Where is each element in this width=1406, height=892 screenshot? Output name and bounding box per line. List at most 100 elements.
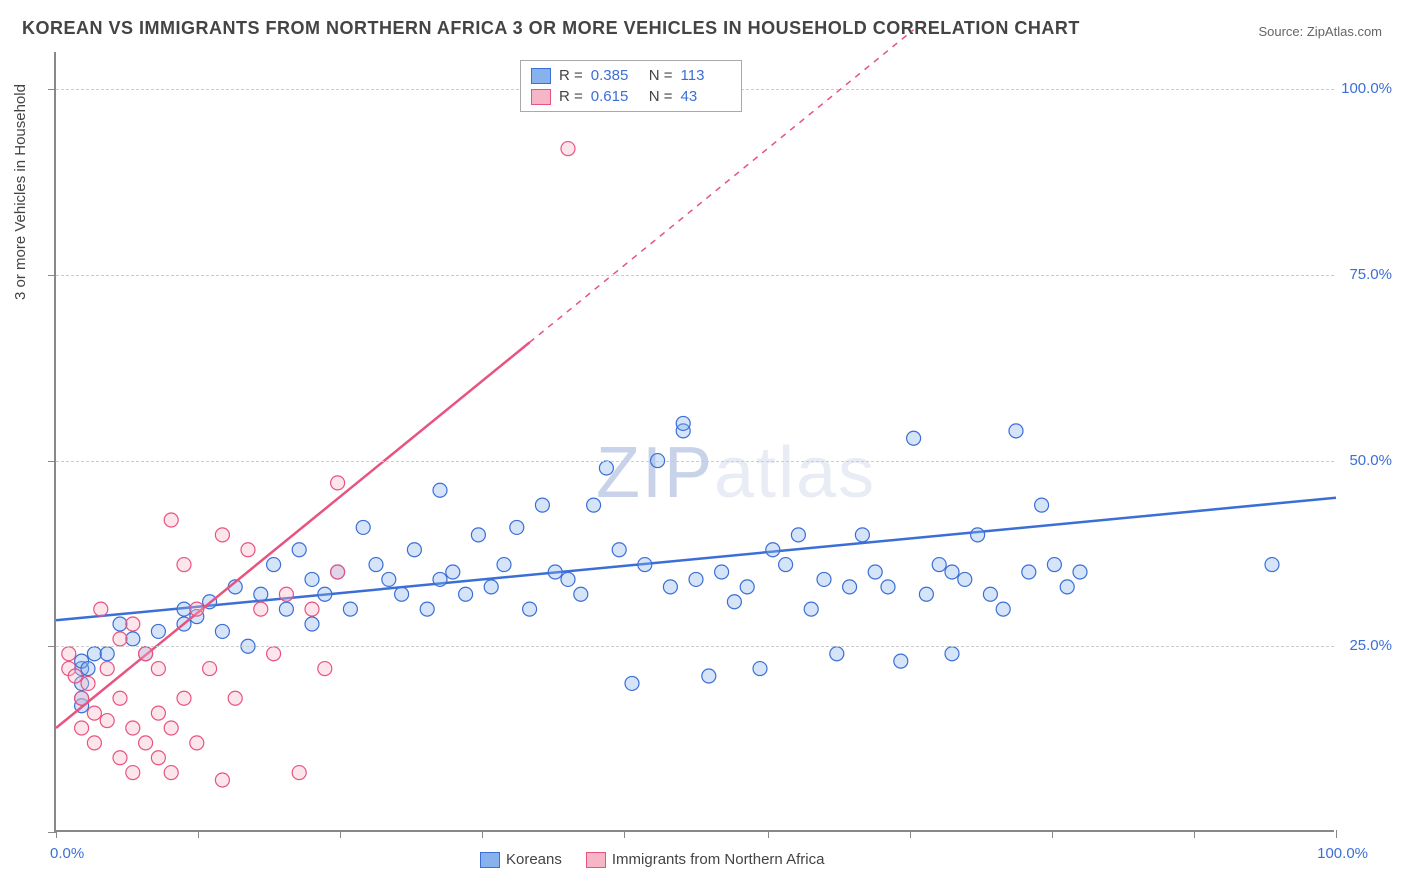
r-label: R = <box>559 88 583 105</box>
data-point <box>87 647 101 661</box>
x-tick <box>1194 830 1195 838</box>
y-tick <box>48 646 56 647</box>
data-point <box>958 572 972 586</box>
legend-swatch <box>531 89 551 105</box>
data-point <box>215 528 229 542</box>
data-point <box>420 602 434 616</box>
data-point <box>62 647 76 661</box>
r-label: R = <box>559 67 583 84</box>
data-point <box>689 572 703 586</box>
data-point <box>151 662 165 676</box>
data-point <box>139 736 153 750</box>
data-point <box>100 647 114 661</box>
data-point <box>919 587 933 601</box>
data-point <box>753 662 767 676</box>
data-point <box>535 498 549 512</box>
data-point <box>279 587 293 601</box>
data-point <box>548 565 562 579</box>
data-point <box>561 572 575 586</box>
data-point <box>139 647 153 661</box>
data-point <box>343 602 357 616</box>
data-point <box>126 617 140 631</box>
series-legend: Koreans Immigrants from Northern Africa <box>480 851 824 868</box>
data-point <box>87 736 101 750</box>
data-point <box>113 691 127 705</box>
data-point <box>203 662 217 676</box>
data-point <box>407 543 421 557</box>
data-point <box>177 602 191 616</box>
y-tick <box>48 89 56 90</box>
y-tick <box>48 461 56 462</box>
data-point <box>305 572 319 586</box>
y-tick-label: 100.0% <box>1341 80 1392 97</box>
data-point <box>497 558 511 572</box>
data-point <box>81 676 95 690</box>
data-point <box>318 587 332 601</box>
data-point <box>68 669 82 683</box>
data-point <box>561 142 575 156</box>
data-point <box>433 483 447 497</box>
data-point <box>625 676 639 690</box>
data-point <box>459 587 473 601</box>
data-point <box>971 528 985 542</box>
data-point <box>164 513 178 527</box>
data-point <box>1060 580 1074 594</box>
y-tick-label: 75.0% <box>1349 266 1392 283</box>
n-value: 113 <box>681 67 731 84</box>
data-point <box>126 766 140 780</box>
data-point <box>894 654 908 668</box>
legend-item: Immigrants from Northern Africa <box>586 851 825 868</box>
data-point <box>791 528 805 542</box>
data-point <box>855 528 869 542</box>
data-point <box>151 624 165 638</box>
data-point <box>433 572 447 586</box>
x-axis-max-label: 100.0% <box>1317 845 1368 862</box>
data-point <box>446 565 460 579</box>
legend-label: Koreans <box>506 851 562 868</box>
data-point <box>779 558 793 572</box>
data-point <box>983 587 997 601</box>
data-point <box>676 416 690 430</box>
data-point <box>471 528 485 542</box>
data-point <box>318 662 332 676</box>
data-point <box>215 773 229 787</box>
data-point <box>523 602 537 616</box>
data-point <box>817 572 831 586</box>
data-point <box>1047 558 1061 572</box>
data-point <box>113 632 127 646</box>
data-point <box>1009 424 1023 438</box>
data-point <box>612 543 626 557</box>
legend-label: Immigrants from Northern Africa <box>612 851 825 868</box>
data-point <box>267 558 281 572</box>
data-point <box>190 602 204 616</box>
data-point <box>1073 565 1087 579</box>
data-point <box>395 587 409 601</box>
data-point <box>151 751 165 765</box>
data-point <box>292 543 306 557</box>
gridline <box>56 275 1334 276</box>
data-point <box>1035 498 1049 512</box>
y-tick <box>48 275 56 276</box>
data-point <box>331 565 345 579</box>
data-point <box>177 558 191 572</box>
n-value: 43 <box>681 88 731 105</box>
data-point <box>382 572 396 586</box>
data-point <box>241 543 255 557</box>
data-point <box>830 647 844 661</box>
scatter-svg <box>56 52 1334 830</box>
gridline <box>56 461 1334 462</box>
data-point <box>1022 565 1036 579</box>
data-point <box>1265 558 1279 572</box>
data-point <box>279 602 293 616</box>
gridline <box>56 646 1334 647</box>
data-point <box>87 706 101 720</box>
y-tick <box>48 832 56 833</box>
data-point <box>94 602 108 616</box>
chart-plot-area: ZIPatlas <box>54 52 1334 832</box>
data-point <box>164 721 178 735</box>
data-point <box>996 602 1010 616</box>
x-tick <box>340 830 341 838</box>
data-point <box>587 498 601 512</box>
data-point <box>215 624 229 638</box>
x-tick <box>198 830 199 838</box>
